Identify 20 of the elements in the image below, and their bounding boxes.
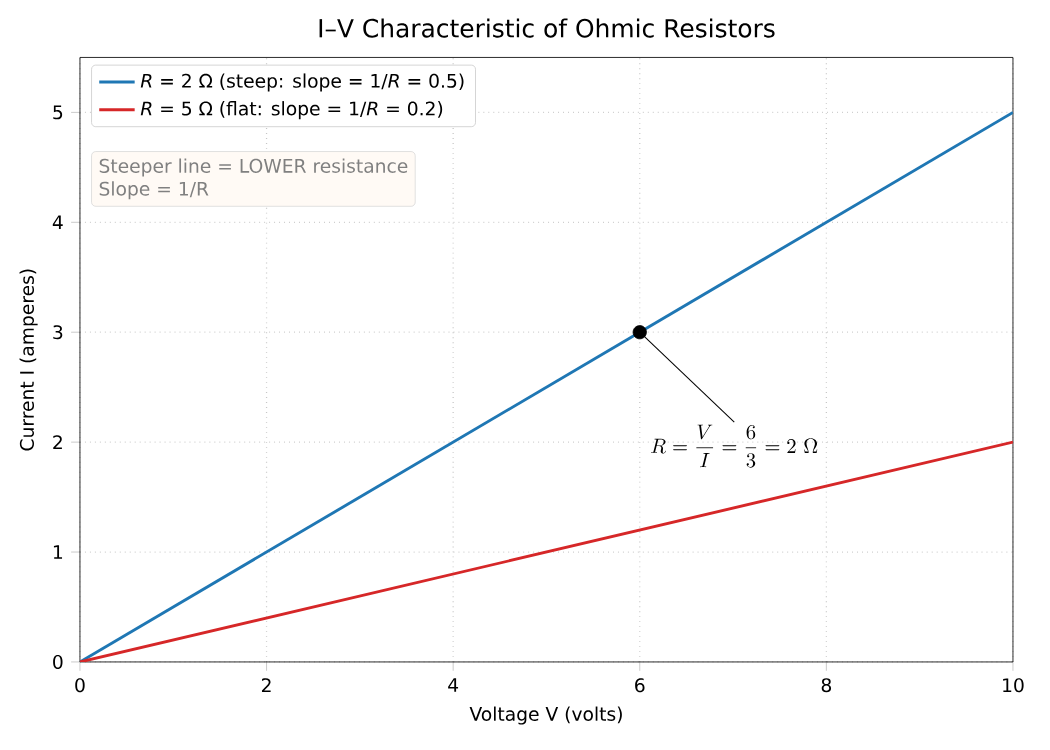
x-tick-label: 2 bbox=[261, 678, 271, 693]
x-tick-label: 10 bbox=[1003, 678, 1024, 693]
y-tick-label: 3 bbox=[53, 325, 63, 340]
legend-label: R = 5 Ω (flat: slope = 1/R = 0.2) bbox=[140, 101, 443, 120]
y-tick-label: 5 bbox=[53, 105, 63, 120]
x-tick-label: 4 bbox=[448, 678, 459, 692]
y-tick-label: 2 bbox=[53, 435, 62, 450]
y-tick-label: 0 bbox=[53, 654, 63, 670]
chart-title: I–V Characteristic of Ohmic Resistors bbox=[319, 18, 775, 38]
x-tick-label: 8 bbox=[821, 678, 832, 693]
y-tick-label: 1 bbox=[53, 545, 63, 559]
y-axis-title: Current I (amperes) bbox=[19, 269, 38, 451]
y-tick-label: 4 bbox=[52, 215, 63, 230]
x-axis-title: Voltage V (volts) bbox=[469, 706, 622, 725]
x-tick-label: 6 bbox=[635, 678, 645, 693]
annotation: $R = \frac{V}{I} = \frac{6}{3} = 2\ \Omega$ bbox=[651, 424, 818, 468]
annotation: Slope = 1/R bbox=[99, 181, 209, 200]
x-tick-label: 0 bbox=[75, 678, 85, 693]
legend-label: R = 2 Ω (steep: slope = 1/R = 0.5) bbox=[140, 73, 464, 92]
annotation: Steeper line = LOWER resistance bbox=[99, 158, 408, 177]
